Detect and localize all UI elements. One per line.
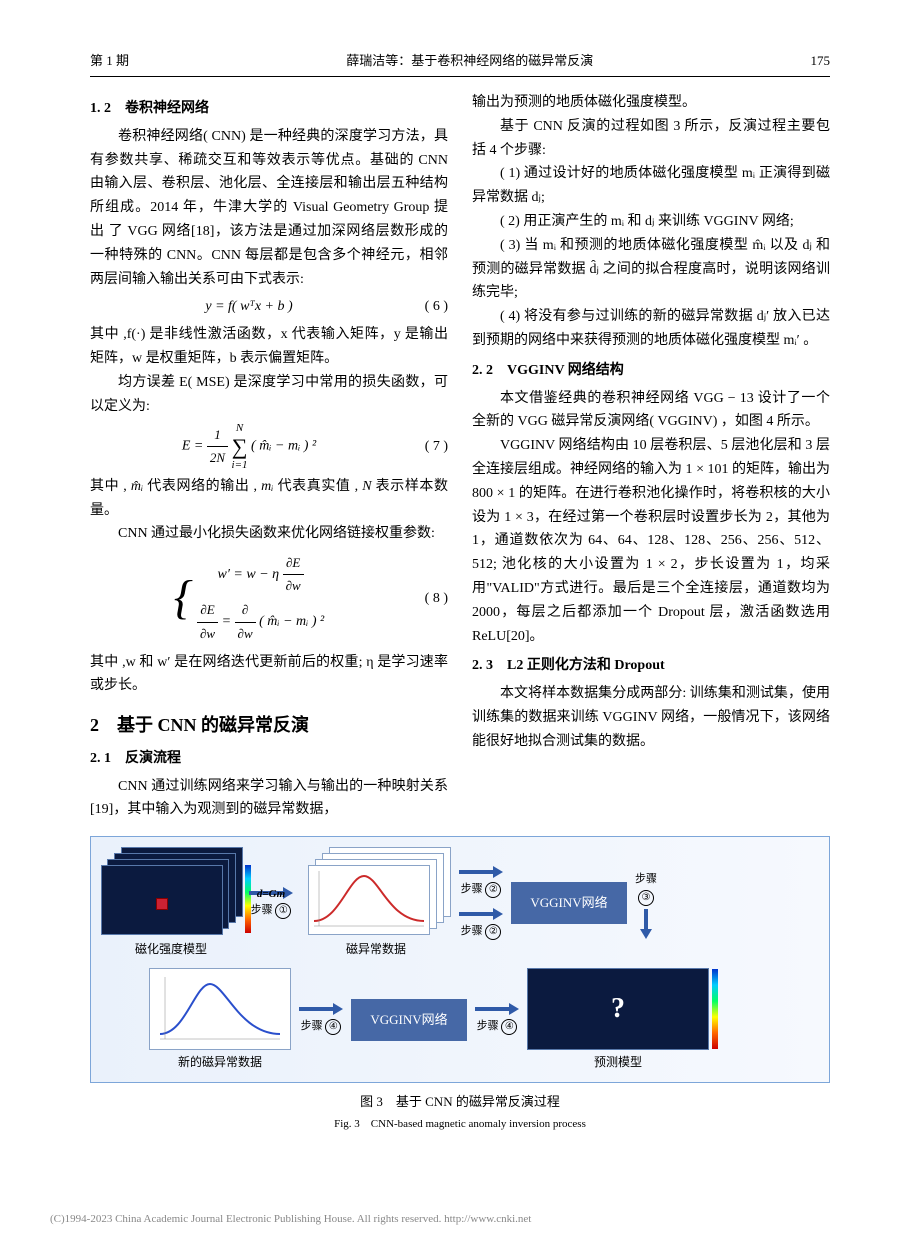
step-4-badge-a: ④ bbox=[325, 1019, 341, 1035]
eq6-body: y = f( wᵀx + b ) bbox=[205, 295, 292, 319]
equation-7: E = 1 2N N ∑ i=1 ( m̂ᵢ − mᵢ ) ² ( 7 ) bbox=[90, 422, 448, 470]
figure-3-caption: 图 3 基于 CNN 的磁异常反演过程 Fig. 3 CNN-based mag… bbox=[90, 1091, 830, 1134]
arrow-step4-b bbox=[475, 1003, 519, 1015]
label-newdata: 新的磁异常数据 bbox=[178, 1052, 262, 1072]
figure-3: 磁化强度模型 d=Gm 步骤 ① bbox=[90, 836, 830, 1134]
eq7-num: ( 7 ) bbox=[408, 435, 448, 459]
prediction-panel: ? bbox=[527, 968, 709, 1050]
heading-1-2: 1. 2 卷积神经网络 bbox=[90, 97, 448, 121]
label-model: 磁化强度模型 bbox=[135, 939, 207, 959]
d-equals-gm: d=Gm bbox=[257, 885, 285, 904]
fig3-caption-cn: 图 3 基于 CNN 的磁异常反演过程 bbox=[90, 1091, 830, 1113]
heading-2-1: 2. 1 反演流程 bbox=[90, 747, 448, 771]
vgginv-box-top: VGGINV网络 bbox=[511, 882, 627, 924]
step-1-badge: ① bbox=[275, 903, 291, 919]
p-r6: ( 4) 将没有参与过训练的新的磁异常数据 dⱼ′ 放入已达到预期的网络中来获得… bbox=[472, 305, 830, 353]
brace-icon: { bbox=[174, 574, 193, 622]
header-left: 第 1 期 bbox=[90, 50, 129, 72]
eq8-num: ( 8 ) bbox=[408, 587, 448, 611]
p-l3: 均方误差 E( MSE) 是深度学习中常用的损失函数，可以定义为: bbox=[90, 371, 448, 419]
step-3-badge: ③ bbox=[638, 890, 654, 906]
new-data-chart bbox=[149, 968, 291, 1050]
heading-2-2: 2. 2 VGGINV 网络结构 bbox=[472, 359, 830, 383]
p-r5: ( 3) 当 mᵢ 和预测的地质体磁化强度模型 m̂ᵢ 以及 dⱼ 和预测的磁异… bbox=[472, 234, 830, 305]
anomaly-marker-icon bbox=[156, 898, 168, 910]
colorbar-icon-2 bbox=[712, 969, 718, 1049]
eq7-sum: N ∑ i=1 bbox=[232, 422, 248, 470]
eq7-body: E = 1 2N N ∑ i=1 ( m̂ᵢ − mᵢ ) ² bbox=[182, 422, 316, 470]
eq6-num: ( 6 ) bbox=[408, 295, 448, 319]
figure-3-panel: 磁化强度模型 d=Gm 步骤 ① bbox=[90, 836, 830, 1083]
vgginv-box-bottom: VGGINV网络 bbox=[351, 999, 467, 1041]
right-column: 输出为预测的地质体磁化强度模型。 基于 CNN 反演的过程如图 3 所示，反演过… bbox=[472, 91, 830, 822]
step-2-badge-a: ② bbox=[485, 882, 501, 898]
header-center: 薛瑞洁等：基于卷积神经网络的磁异常反演 bbox=[346, 50, 593, 72]
p-r1: 输出为预测的地质体磁化强度模型。 bbox=[472, 91, 830, 115]
p-r9: 本文将样本数据集分成两部分: 训练集和测试集，使用训练集的数据来训练 VGGIN… bbox=[472, 682, 830, 753]
p-r8: VGGINV 网络结构由 10 层卷积层、5 层池化层和 3 层全连接层组成。神… bbox=[472, 434, 830, 648]
question-mark-icon: ? bbox=[611, 985, 625, 1033]
heading-2: 2 基于 CNN 的磁异常反演 bbox=[90, 710, 448, 741]
p-r7: 本文借鉴经典的卷积神经网络 VGG − 13 设计了一个全新的 VGG 磁异常反… bbox=[472, 387, 830, 435]
arrow-step4-a bbox=[299, 1003, 343, 1015]
footer-copyright: (C)1994-2023 China Academic Journal Elec… bbox=[50, 1210, 531, 1229]
running-header: 第 1 期 薛瑞洁等：基于卷积神经网络的磁异常反演 175 bbox=[90, 50, 830, 77]
header-right: 175 bbox=[811, 50, 831, 72]
p-r2: 基于 CNN 反演的过程如图 3 所示，反演过程主要包括 4 个步骤: bbox=[472, 115, 830, 163]
p-l7: CNN 通过训练网络来学习输入与输出的一种映射关系[19]，其中输入为观测到的磁… bbox=[90, 775, 448, 823]
p-l5: CNN 通过最小化损失函数来优化网络链接权重参数: bbox=[90, 522, 448, 546]
p-r4: ( 2) 用正演产生的 mᵢ 和 dⱼ 来训练 VGGINV 网络; bbox=[472, 210, 830, 234]
p-l2: 其中 ,f(·) 是非线性激活函数，x 代表输入矩阵，y 是输出矩阵，w 是权重… bbox=[90, 323, 448, 371]
new-curve-icon bbox=[150, 969, 290, 1049]
eq7-term: ( m̂ᵢ − mᵢ ) ² bbox=[251, 439, 316, 454]
arrow-step2-top bbox=[459, 866, 503, 878]
left-column: 1. 2 卷积神经网络 卷积神经网络( CNN) 是一种经典的深度学习方法，具有… bbox=[90, 91, 448, 822]
p-r3: ( 1) 通过设计好的地质体磁化强度模型 mᵢ 正演得到磁异常数据 dⱼ; bbox=[472, 162, 830, 210]
step-4-badge-b: ④ bbox=[501, 1019, 517, 1035]
data-chart-stack bbox=[301, 847, 451, 937]
equation-6: y = f( wᵀx + b ) ( 6 ) bbox=[90, 295, 448, 319]
model-stack bbox=[101, 847, 241, 937]
step-3-indicator: 步骤 ③ bbox=[635, 868, 657, 939]
arrow-step2-bottom bbox=[459, 908, 503, 920]
eq7-eq: = bbox=[194, 439, 207, 454]
eq8-body: { w′ = w − η ∂E ∂w bbox=[174, 550, 325, 646]
eq7-lhs: E bbox=[182, 439, 191, 454]
heading-2-3: 2. 3 L2 正则化方法和 Dropout bbox=[472, 654, 830, 678]
label-data: 磁异常数据 bbox=[346, 939, 406, 959]
equation-8: { w′ = w − η ∂E ∂w bbox=[90, 550, 448, 646]
body-columns: 1. 2 卷积神经网络 卷积神经网络( CNN) 是一种经典的深度学习方法，具有… bbox=[90, 91, 830, 822]
p-l1: 卷积神经网络( CNN) 是一种经典的深度学习方法，具有参数共享、稀疏交互和等效… bbox=[90, 125, 448, 292]
eq8-line1: w′ = w − η ∂E ∂w bbox=[197, 552, 324, 597]
step-2-badge-b: ② bbox=[485, 924, 501, 940]
fig3-caption-en: Fig. 3 CNN-based magnetic anomaly invers… bbox=[90, 1115, 830, 1134]
p-l4: 其中 , m̂ᵢ 代表网络的输出 , mᵢ 代表真实值 , N 表示样本数量。 bbox=[90, 475, 448, 523]
p-l6: 其中 ,w 和 w′ 是在网络迭代更新前后的权重; η 是学习速率或步长。 bbox=[90, 651, 448, 699]
label-predmodel: 预测模型 bbox=[594, 1052, 642, 1072]
eq8-line2: ∂E ∂w = ∂ ∂w ( m̂ᵢ − mᵢ ) ² bbox=[197, 599, 324, 644]
eq7-frac: 1 2N bbox=[207, 424, 228, 469]
anomaly-curve-icon bbox=[309, 866, 429, 934]
